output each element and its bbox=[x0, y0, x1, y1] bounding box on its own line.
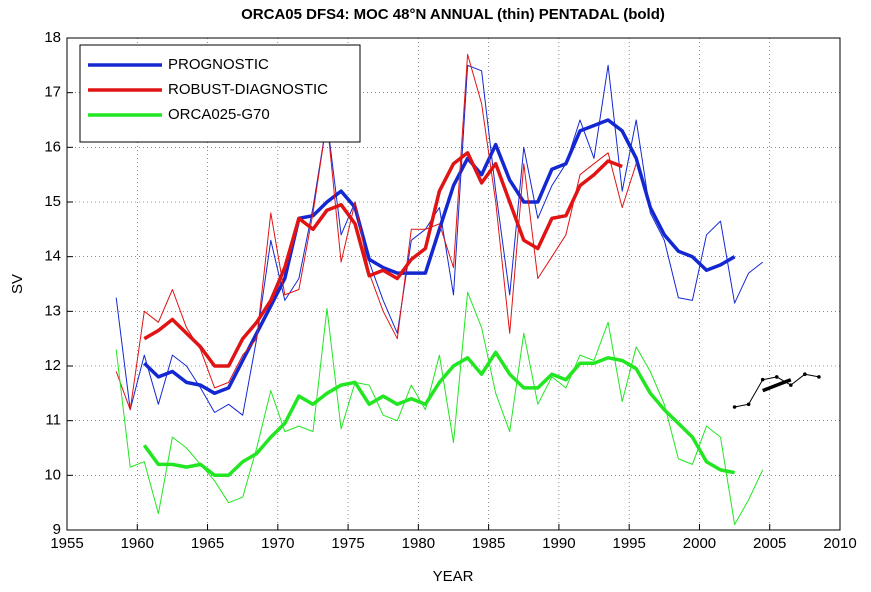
x-tick-label: 1990 bbox=[542, 535, 575, 552]
legend-label: PROGNOSTIC bbox=[168, 56, 269, 73]
chart-title: ORCA05 DFS4: MOC 48°N ANNUAL (thin) PENT… bbox=[241, 6, 665, 23]
line-pentadal bbox=[143, 151, 623, 368]
y-tick-label: 13 bbox=[44, 302, 61, 319]
x-tick-label: 2010 bbox=[823, 535, 856, 552]
x-tick-label: 1955 bbox=[50, 535, 83, 552]
y-tick-label: 16 bbox=[44, 138, 61, 155]
x-tick-label: 1975 bbox=[331, 535, 364, 552]
point bbox=[760, 377, 765, 382]
legend-box bbox=[79, 44, 361, 143]
y-tick-label: 18 bbox=[44, 29, 61, 46]
point bbox=[746, 402, 751, 407]
x-tick-label: 1995 bbox=[612, 535, 645, 552]
line-annual bbox=[115, 53, 637, 411]
y-tick-label: 11 bbox=[45, 412, 61, 429]
line-annual bbox=[115, 64, 764, 416]
x-tick-label: 1985 bbox=[472, 535, 505, 552]
point bbox=[803, 372, 807, 377]
x-tick-label: 2005 bbox=[753, 535, 786, 552]
point bbox=[817, 375, 821, 379]
x-axis-label: YEAR bbox=[433, 568, 474, 585]
x-tick-label: 1970 bbox=[261, 535, 294, 552]
legend-label: ROBUST-DIAGNOSTIC bbox=[168, 81, 328, 98]
x-tick-label: 2000 bbox=[683, 535, 716, 552]
point bbox=[774, 375, 779, 379]
y-tick-label: 10 bbox=[44, 466, 61, 483]
x-tick-label: 1965 bbox=[191, 535, 224, 552]
point bbox=[732, 405, 737, 409]
point bbox=[789, 383, 793, 387]
line-pentadal bbox=[143, 118, 736, 396]
x-tick-label: 1960 bbox=[121, 535, 154, 552]
y-tick-label: 12 bbox=[44, 357, 61, 374]
y-tick-label: 17 bbox=[44, 84, 61, 101]
plot-frame bbox=[66, 37, 841, 531]
x-tick-label: 1980 bbox=[402, 535, 435, 552]
y-axis-label: SV bbox=[9, 274, 26, 294]
y-tick-label: 14 bbox=[44, 248, 61, 265]
line-pentadal bbox=[142, 350, 735, 478]
y-tick-label: 9 bbox=[53, 521, 61, 538]
line-pentadal bbox=[762, 378, 792, 393]
line-annual bbox=[115, 291, 764, 525]
y-tick-label: 15 bbox=[44, 193, 61, 210]
legend-label: ORCA025-G70 bbox=[168, 106, 270, 123]
